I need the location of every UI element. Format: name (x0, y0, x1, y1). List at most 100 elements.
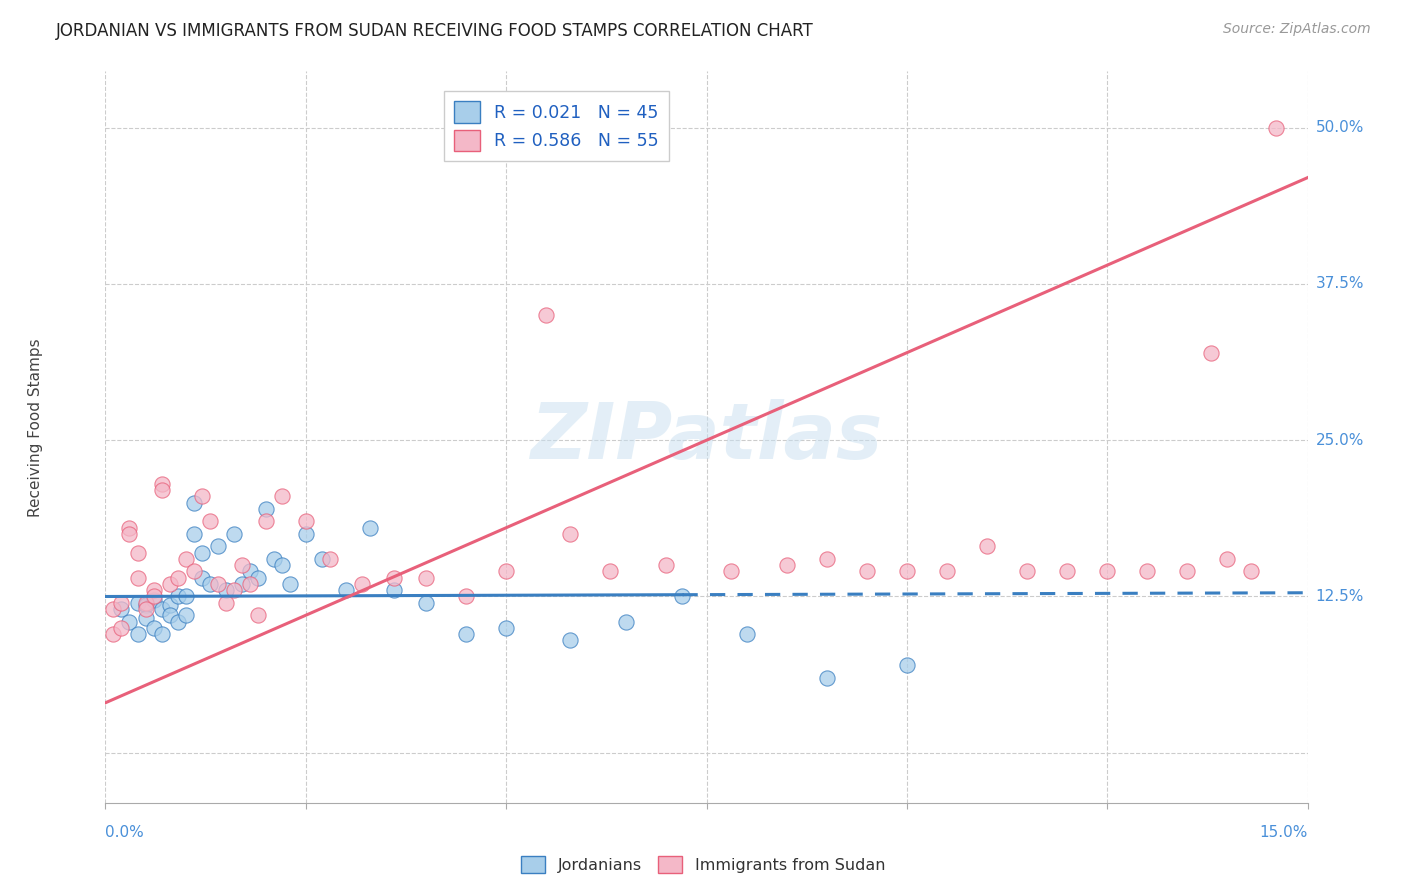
Point (190, 490, 212, 504)
Point (198, 577, 221, 591)
Point (142, 590, 165, 604)
Point (183, 565, 205, 579)
Point (207, 540, 229, 554)
Point (1097, 565, 1119, 579)
Point (198, 515, 221, 529)
Point (655, 558, 678, 573)
Point (150, 477, 173, 491)
Point (110, 621, 132, 635)
Point (190, 546, 212, 560)
Text: 37.5%: 37.5% (1316, 277, 1364, 292)
Point (150, 627, 173, 641)
Point (335, 583, 357, 598)
Point (127, 546, 149, 560)
Text: JORDANIAN VS IMMIGRANTS FROM SUDAN RECEIVING FOOD STAMPS CORRELATION CHART: JORDANIAN VS IMMIGRANTS FROM SUDAN RECEI… (56, 22, 814, 40)
Point (1201, 345, 1223, 359)
Point (127, 571, 149, 585)
Point (976, 540, 998, 554)
Point (222, 527, 245, 541)
Point (174, 608, 197, 623)
Text: Receiving Food Stamps: Receiving Food Stamps (28, 339, 42, 517)
Point (127, 627, 149, 641)
Point (1216, 552, 1239, 566)
Point (231, 558, 253, 573)
Point (1136, 565, 1159, 579)
Point (103, 602, 125, 616)
Point (896, 565, 918, 579)
Point (270, 558, 292, 573)
Point (263, 552, 285, 566)
Point (166, 615, 188, 629)
Point (454, 627, 477, 641)
Point (319, 552, 342, 566)
Point (166, 590, 188, 604)
Point (118, 521, 141, 535)
Point (239, 577, 262, 591)
Point (855, 565, 877, 579)
Legend: R = 0.021   N = 45, R = 0.586   N = 55: R = 0.021 N = 45, R = 0.586 N = 55 (443, 91, 669, 161)
Point (735, 627, 758, 641)
Point (183, 527, 205, 541)
Point (254, 502, 277, 516)
Point (454, 590, 477, 604)
Text: 12.5%: 12.5% (1316, 589, 1364, 604)
Point (159, 577, 181, 591)
Point (415, 596, 437, 610)
Point (190, 571, 212, 585)
Point (382, 571, 405, 585)
Point (174, 590, 197, 604)
Point (103, 627, 125, 641)
Point (214, 583, 236, 598)
Point (1240, 565, 1263, 579)
Point (214, 596, 236, 610)
Point (616, 615, 638, 629)
Point (110, 602, 132, 616)
Point (135, 602, 157, 616)
Point (110, 596, 132, 610)
Point (776, 558, 799, 573)
Text: 50.0%: 50.0% (1316, 120, 1364, 135)
Point (495, 621, 517, 635)
Point (135, 596, 157, 610)
Point (382, 583, 405, 598)
Point (815, 671, 838, 685)
Point (174, 552, 197, 566)
Point (246, 571, 269, 585)
Point (159, 599, 181, 613)
Point (534, 308, 557, 322)
Point (936, 565, 959, 579)
Point (222, 583, 245, 598)
Point (166, 571, 188, 585)
Point (1177, 565, 1199, 579)
Point (815, 552, 838, 566)
Point (135, 599, 157, 613)
Point (350, 577, 373, 591)
Point (359, 521, 381, 535)
Text: 0.0%: 0.0% (105, 825, 145, 840)
Point (142, 621, 165, 635)
Point (270, 490, 292, 504)
Point (896, 658, 918, 673)
Point (720, 565, 742, 579)
Point (495, 565, 517, 579)
Point (560, 527, 582, 541)
Point (118, 615, 141, 629)
Text: ZIPatlas: ZIPatlas (530, 399, 883, 475)
Point (142, 583, 165, 598)
Point (599, 565, 621, 579)
Text: 15.0%: 15.0% (1260, 825, 1308, 840)
Point (150, 602, 173, 616)
Point (278, 577, 301, 591)
Point (127, 596, 149, 610)
Text: 25.0%: 25.0% (1316, 433, 1364, 448)
Point (295, 527, 318, 541)
Point (295, 515, 318, 529)
Point (254, 515, 277, 529)
Legend: Jordanians, Immigrants from Sudan: Jordanians, Immigrants from Sudan (515, 849, 891, 880)
Point (415, 571, 437, 585)
Point (671, 590, 693, 604)
Point (118, 527, 141, 541)
Point (1017, 565, 1039, 579)
Point (231, 577, 253, 591)
Point (183, 496, 205, 510)
